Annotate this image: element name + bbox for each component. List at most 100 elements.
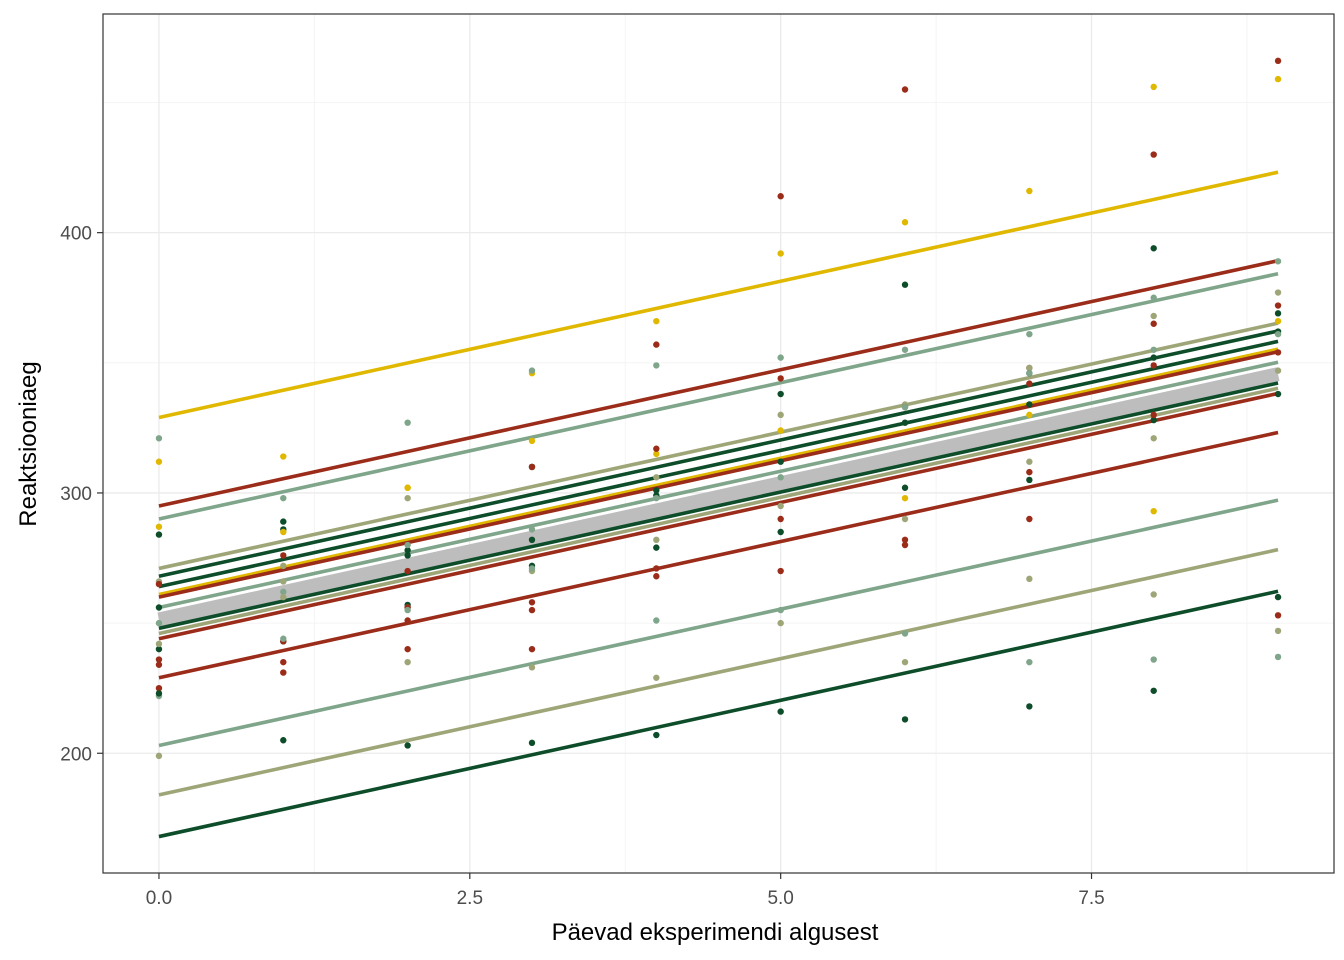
series-line-12 [158,391,1279,641]
data-point-10 [901,484,909,491]
data-point-2 [1274,57,1282,65]
data-point-4 [653,474,660,481]
data-point-5 [777,390,784,398]
data-point-10 [777,528,784,536]
data-point-5 [155,531,163,538]
axis-ticks: 0.0 2.5 5.0 7.5 200 300 400 [60,224,1104,909]
data-point-15 [528,664,536,671]
data-point-4 [280,562,287,570]
data-point-5 [901,281,909,288]
data-point-3 [404,419,411,426]
data-point-16 [528,739,536,747]
data-point-10 [1274,390,1282,398]
data-point-15 [280,578,287,585]
data-point-12 [777,515,784,523]
data-point-16 [901,716,909,723]
data-point-11 [1274,367,1282,374]
data-point-7 [528,437,536,445]
data-point-16 [1150,687,1157,694]
data-point-13 [155,684,163,692]
data-point-13 [777,567,784,575]
data-point-4 [1026,364,1033,372]
data-point-15 [1026,575,1033,583]
y-tick-label: 400 [60,224,92,245]
data-point-4 [1274,289,1282,296]
data-point-13 [901,541,909,549]
data-point-13 [280,658,287,666]
data-point-15 [777,619,784,627]
fixed-effect-line [157,367,1280,627]
data-point-6 [155,604,163,611]
data-point-8 [528,463,536,471]
data-point-16 [777,708,784,715]
series-line-16 [158,589,1279,839]
data-point-11 [777,502,784,510]
data-point-3 [901,346,909,353]
data-point-7 [653,450,660,458]
data-point-2 [528,606,536,614]
data-point-3 [653,362,660,369]
data-point-14 [1026,658,1033,666]
data-point-3 [528,367,536,374]
data-point-3 [777,354,784,361]
data-point-16 [155,690,163,697]
series-line-8 [158,350,1279,599]
data-point-3 [1150,294,1157,301]
data-point-7 [901,494,909,502]
data-point-16 [280,737,287,744]
x-axis-title: Päevad eksperimendi algusest [552,919,879,946]
data-point-9 [901,403,909,411]
data-point-7 [1150,507,1157,515]
x-tick-label: 7.5 [1078,888,1104,909]
data-point-15 [1150,591,1157,598]
series-line-15 [158,547,1279,797]
data-point-12 [528,599,536,606]
data-point-9 [528,526,536,533]
data-point-16 [1274,593,1282,601]
data-point-13 [653,565,660,572]
data-point-9 [1150,346,1157,353]
x-tick-label: 2.5 [457,888,483,909]
data-point-9 [777,474,784,481]
series-line-5 [158,329,1279,579]
data-point-2 [1150,151,1157,158]
data-point-5 [404,552,411,559]
data-point-7 [155,523,163,530]
data-point-13 [1274,612,1282,619]
data-point-15 [901,658,909,666]
data-point-9 [155,619,163,627]
data-point-8 [1274,302,1282,309]
data-point-1 [1274,75,1282,83]
data-point-13 [528,645,536,653]
y-tick-label: 200 [60,744,92,765]
data-point-2 [653,341,660,348]
data-point-11 [653,536,660,544]
data-point-6 [901,419,909,426]
data-point-2 [777,193,784,200]
data-point-12 [155,661,163,668]
data-point-1 [280,453,287,460]
data-point-13 [1026,515,1033,523]
data-point-14 [1274,653,1282,661]
data-point-12 [1026,468,1033,476]
data-point-9 [1274,330,1282,338]
data-point-14 [404,606,411,614]
data-point-8 [653,445,660,452]
data-point-9 [1026,370,1033,377]
series-line-9 [158,360,1279,610]
x-tick-label: 0.0 [146,888,172,909]
data-point-4 [1150,312,1157,320]
data-point-4 [404,494,411,502]
y-tick-label: 300 [60,484,92,505]
series-points [155,57,1282,760]
data-point-3 [280,494,287,502]
y-axis-title: Reaktsiooniaeg [15,361,42,526]
fixed-effect-line-mark [157,367,1280,627]
data-point-6 [1150,354,1157,361]
data-point-12 [653,573,660,580]
data-point-8 [777,375,784,382]
data-point-9 [280,588,287,596]
data-point-15 [1274,627,1282,635]
plot-background [103,14,1334,873]
data-point-1 [653,317,660,325]
